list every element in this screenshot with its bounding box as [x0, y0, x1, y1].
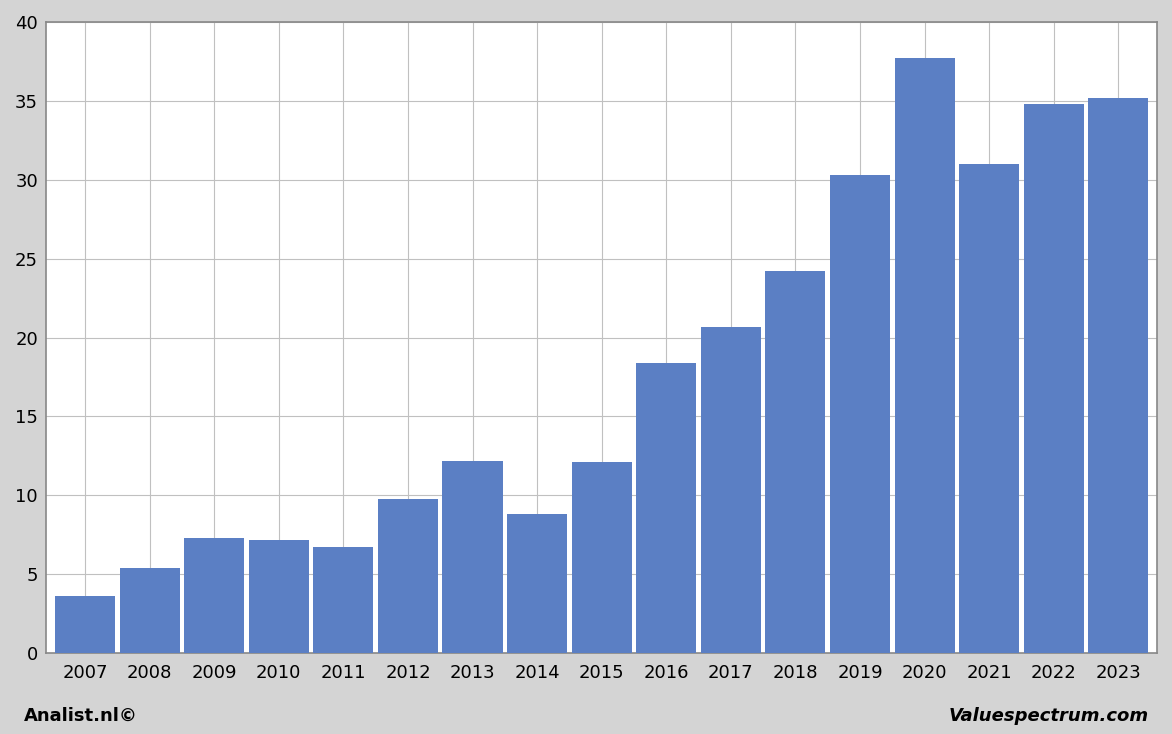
Bar — [572, 462, 632, 653]
Bar — [830, 175, 890, 653]
Bar — [248, 539, 309, 653]
Text: Analist.nl©: Analist.nl© — [23, 707, 137, 725]
Bar — [377, 498, 438, 653]
Bar — [313, 548, 374, 653]
Bar — [894, 58, 954, 653]
Bar — [120, 568, 179, 653]
Bar — [1023, 104, 1084, 653]
Text: Valuespectrum.com: Valuespectrum.com — [948, 707, 1149, 725]
Bar — [765, 272, 825, 653]
Bar — [443, 461, 503, 653]
Bar — [959, 164, 1020, 653]
Bar — [184, 538, 244, 653]
Bar — [636, 363, 696, 653]
Bar — [507, 515, 567, 653]
Bar — [55, 597, 115, 653]
Bar — [701, 327, 761, 653]
Bar — [1089, 98, 1149, 653]
